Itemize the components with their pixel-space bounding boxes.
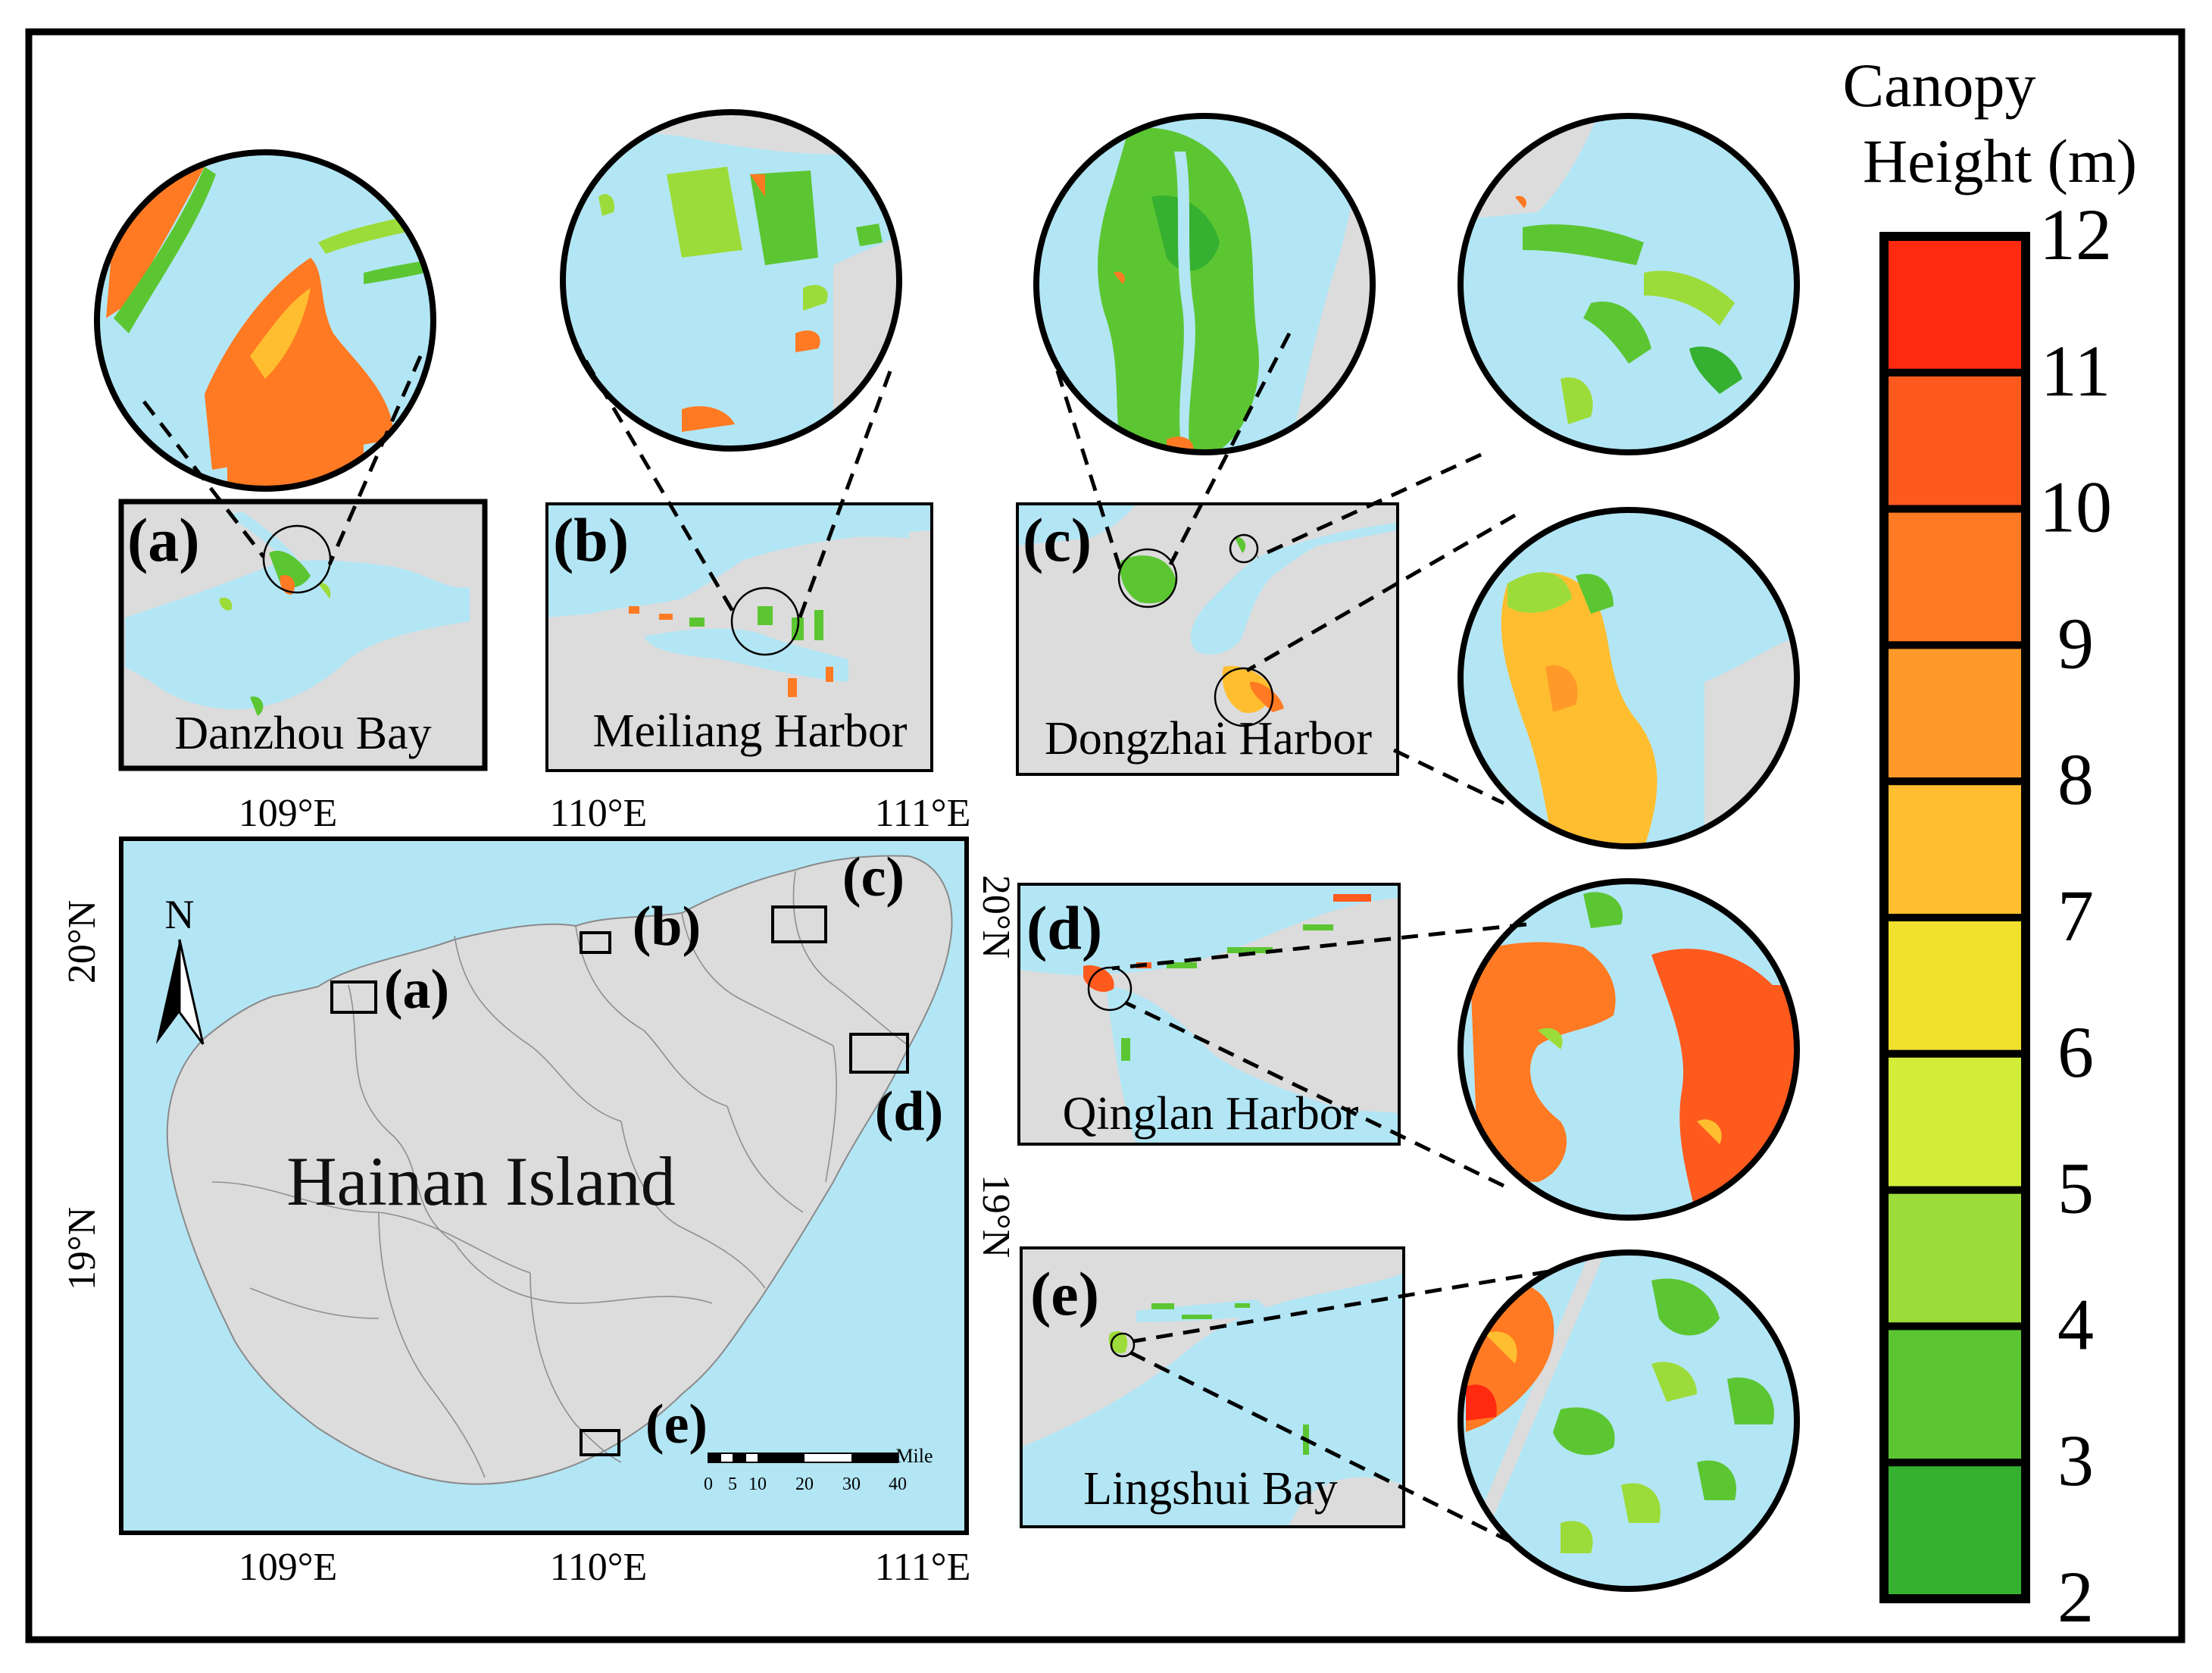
zoom-circle-d	[1457, 878, 1800, 1221]
site-marker-e: (e)	[580, 1393, 708, 1456]
colorbar-swatch	[1880, 641, 2029, 786]
colorbar-tick-label: 4	[2057, 1284, 2094, 1365]
scale-bar: Mile 0 5 10 20 30 40	[704, 1445, 933, 1494]
zoom-circle-c2	[1457, 113, 1800, 455]
colorbar-title-line2: Height (m)	[1863, 127, 2137, 195]
svg-text:N: N	[165, 892, 195, 937]
lon-label-bottom: 110°E	[550, 1546, 648, 1589]
inset-d-qinglan-harbor: (d) Qinglan Harbor	[1017, 883, 1401, 1146]
inset-site-name: Dongzhai Harbor	[1045, 713, 1372, 765]
zoom-circle-c1	[1033, 113, 1376, 455]
inset-c-dongzhai-harbor: (c) Dongzhai Harbor	[1016, 502, 1399, 776]
colorbar-swatch	[1880, 1049, 2029, 1194]
site-marker-a: (a)	[330, 958, 449, 1021]
zoom-connectors	[142, 332, 1550, 1544]
inset-a-danzhou-bay: (a) Danzhou Bay	[118, 499, 488, 771]
colorbar-tick-label: 11	[2041, 330, 2110, 411]
zoom-circle-a	[94, 149, 436, 492]
colorbar-tick-label: 6	[2057, 1012, 2094, 1093]
colorbar-swatch	[1880, 505, 2029, 649]
lon-label-top: 109°E	[239, 792, 338, 835]
colorbar-swatch	[1880, 233, 2029, 377]
lat-label-left: 19°N	[61, 1207, 104, 1290]
lat-label-right: 20°N	[974, 875, 1017, 958]
hainan-main-map: Hainan Island N Mile 0 5 10 20 30 40 109…	[61, 792, 1017, 1589]
svg-text:(e): (e)	[645, 1393, 708, 1456]
lon-label-top: 111°E	[875, 792, 971, 835]
colorbar-tick-label: 9	[2057, 602, 2094, 683]
island-name-label: Hainan Island	[286, 1143, 676, 1220]
figure-frame	[25, 28, 2185, 1643]
colorbar-swatch	[1880, 1322, 2029, 1467]
colorbar-tick-label: 7	[2057, 875, 2094, 956]
lon-label-bottom: 111°E	[875, 1546, 971, 1589]
inset-site-name: Lingshui Bay	[1083, 1463, 1338, 1515]
colorbar-tick-label: 5	[2057, 1148, 2094, 1229]
colorbar-tick-label: 8	[2057, 739, 2094, 820]
lon-label-bottom: 109°E	[239, 1546, 338, 1589]
inset-letter: (e)	[1030, 1259, 1099, 1328]
scale-tick-label: 20	[795, 1474, 814, 1494]
svg-text:(d): (d)	[875, 1080, 943, 1143]
colorbar-swatch	[1880, 777, 2029, 921]
north-arrow-icon: N	[156, 892, 205, 1045]
main-map-frame	[119, 836, 969, 1535]
colorbar-swatch	[1880, 368, 2029, 513]
lat-label-right: 19°N	[974, 1174, 1017, 1258]
inset-letter: (a)	[127, 505, 200, 574]
zoom-circle-c3	[1457, 507, 1800, 849]
svg-text:(c): (c)	[842, 846, 904, 908]
lon-label-top: 110°E	[550, 792, 648, 835]
svg-text:(b): (b)	[633, 896, 701, 958]
inset-letter: (d)	[1026, 893, 1102, 962]
scale-tick-label: 5	[728, 1474, 737, 1494]
colorbar-swatch	[1880, 1186, 2029, 1331]
colorbar-tick-label: 10	[2039, 467, 2112, 548]
lat-label-left: 20°N	[61, 900, 104, 983]
inset-site-name: Meiliang Harbor	[593, 705, 908, 757]
canopy-height-colorbar: Canopy Height (m) 12 11 10 9 8 7 6 5 4 3 2	[1842, 51, 2137, 1637]
inset-e-lingshui-bay: (e) Lingshui Bay	[1020, 1246, 1405, 1528]
inset-b-meiliang-harbor: (b) Meiliang Harbor	[545, 502, 933, 772]
inset-letter: (c)	[1023, 505, 1092, 574]
svg-text:(a): (a)	[384, 958, 449, 1021]
colorbar-title-line1: Canopy	[1842, 51, 2035, 120]
site-marker-c: (c)	[771, 846, 904, 943]
scale-tick-label: 0	[704, 1474, 713, 1494]
colorbar-tick-label: 2	[2057, 1556, 2094, 1637]
colorbar-tick-label: 12	[2039, 194, 2112, 275]
inset-letter: (b)	[553, 505, 629, 574]
scale-tick-label: 30	[842, 1474, 861, 1494]
colorbar-tick-label: 3	[2057, 1420, 2094, 1501]
scale-unit-label: Mile	[895, 1445, 933, 1467]
inset-site-name: Qinglan Harbor	[1063, 1088, 1359, 1140]
scale-tick-label: 40	[889, 1474, 907, 1494]
zoom-circle-e	[1457, 1249, 1800, 1592]
colorbar-swatch	[1880, 914, 2029, 1058]
inset-site-name: Danzhou Bay	[174, 708, 431, 759]
scale-tick-label: 10	[748, 1474, 767, 1494]
zoom-circle-b	[560, 109, 902, 452]
site-marker-d: (d)	[849, 1033, 943, 1143]
site-marker-b: (b)	[580, 896, 701, 958]
county-boundaries	[211, 871, 910, 1478]
colorbar-swatch	[1880, 1459, 2029, 1603]
